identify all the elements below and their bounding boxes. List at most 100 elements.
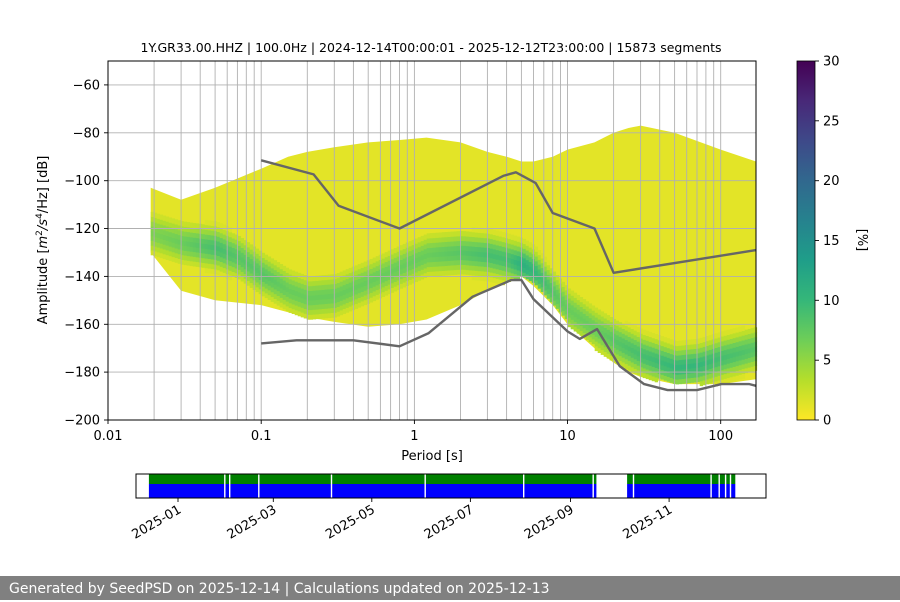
density-cell <box>663 346 668 352</box>
density-cell <box>699 347 704 353</box>
availability-gap <box>258 474 260 498</box>
density-cell <box>468 255 473 261</box>
density-cell <box>384 252 389 258</box>
density-cell <box>231 266 236 272</box>
density-cell <box>579 320 584 327</box>
density-cell <box>621 333 626 339</box>
density-cell <box>546 269 551 275</box>
density-cell <box>234 248 239 255</box>
density-cell <box>549 277 554 283</box>
density-cell <box>306 295 311 301</box>
density-cell <box>339 271 344 277</box>
density-cell <box>153 227 158 233</box>
density-cell <box>615 320 620 326</box>
density-cell <box>693 348 698 354</box>
density-cell <box>243 259 248 265</box>
density-cell <box>450 265 455 271</box>
density-cell <box>597 309 602 315</box>
density-cell <box>615 354 620 360</box>
density-cell <box>534 251 539 257</box>
density-cell <box>279 264 284 270</box>
density-cell <box>567 293 572 299</box>
density-cell <box>429 266 434 272</box>
density-cell <box>540 272 545 278</box>
density-cell <box>444 246 449 252</box>
density-cell <box>207 249 212 255</box>
density-cell <box>543 290 548 296</box>
density-cell <box>375 270 380 276</box>
density-cell <box>156 232 161 238</box>
density-cell <box>480 271 485 277</box>
density-cell <box>555 284 560 290</box>
density-cell <box>669 339 674 345</box>
density-cell <box>681 364 686 370</box>
density-cell <box>420 264 425 270</box>
density-cell <box>627 336 632 342</box>
density-cell <box>678 374 683 380</box>
density-cell <box>708 363 713 369</box>
density-cell <box>327 298 332 304</box>
availability-gap <box>523 474 525 498</box>
density-cell <box>639 371 644 377</box>
density-cell <box>222 239 227 245</box>
density-cell <box>333 288 338 294</box>
density-cell <box>642 363 647 369</box>
density-cell <box>747 352 752 358</box>
density-cell <box>606 348 611 354</box>
density-cell <box>570 295 575 301</box>
density-cell <box>717 380 722 386</box>
density-cell <box>195 247 200 253</box>
density-cell <box>153 217 158 223</box>
density-cell <box>492 272 497 279</box>
density-cell <box>357 292 362 298</box>
density-cell <box>177 225 182 231</box>
density-cell <box>315 304 320 310</box>
density-cell <box>630 362 635 368</box>
density-cell <box>309 290 314 296</box>
colorbar-tick-label: 5 <box>823 354 831 369</box>
density-cell <box>384 271 389 277</box>
density-cell <box>423 248 428 255</box>
density-cell <box>243 254 248 260</box>
density-cell <box>546 264 551 271</box>
density-cell <box>528 256 533 262</box>
density-cell <box>345 269 350 275</box>
density-cell <box>486 242 491 248</box>
density-cell <box>270 287 275 293</box>
density-cell <box>486 247 491 253</box>
density-cell <box>528 247 533 253</box>
density-cell <box>639 328 644 334</box>
density-cell <box>348 287 353 293</box>
density-cell <box>345 288 350 294</box>
density-cell <box>546 279 551 285</box>
density-cell <box>300 278 305 284</box>
density-cell <box>264 278 269 284</box>
density-cell <box>309 285 314 291</box>
density-cell <box>729 376 734 383</box>
density-cell <box>423 234 428 240</box>
density-cell <box>525 250 530 256</box>
density-cell <box>360 267 365 273</box>
density-cell <box>162 253 167 260</box>
density-cell <box>312 309 317 315</box>
density-cell <box>516 260 521 266</box>
density-cell <box>636 336 641 342</box>
density-cell <box>594 345 599 352</box>
density-cell <box>183 236 188 242</box>
density-cell <box>648 351 653 357</box>
density-cell <box>591 319 596 326</box>
density-cell <box>498 245 503 251</box>
density-cell <box>171 223 176 229</box>
density-cell <box>717 361 722 367</box>
density-cell <box>642 329 647 335</box>
density-cell <box>237 240 242 246</box>
density-cell <box>516 255 521 261</box>
density-cell <box>585 330 590 336</box>
density-cell <box>294 310 299 316</box>
density-cell <box>318 313 323 319</box>
density-cell <box>426 233 431 239</box>
density-cell <box>513 259 518 265</box>
density-cell <box>186 236 191 242</box>
density-cell <box>189 236 194 243</box>
